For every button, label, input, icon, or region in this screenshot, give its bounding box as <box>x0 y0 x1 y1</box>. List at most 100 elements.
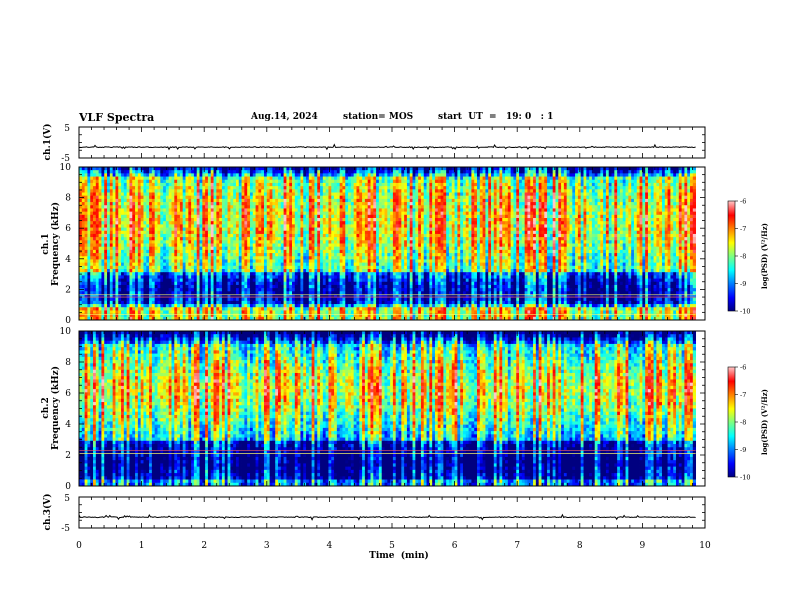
spec-cell <box>572 230 576 235</box>
spec-cell <box>575 170 579 174</box>
spec-cell <box>401 227 405 232</box>
spec-cell <box>303 192 307 197</box>
spec-cell <box>485 205 489 209</box>
spec-cell <box>196 214 200 219</box>
spec-cell <box>168 167 172 171</box>
spec-cell <box>216 186 220 190</box>
spec-cell <box>583 224 587 228</box>
spec-cell <box>418 205 422 209</box>
spec-cell <box>367 176 371 181</box>
spec-cell <box>505 189 509 193</box>
spec-cell <box>580 221 584 225</box>
spec-cell <box>263 214 268 219</box>
spec-cell <box>687 179 691 184</box>
spec-cell <box>163 195 167 200</box>
spec-cell <box>146 192 150 197</box>
spec-cell <box>252 170 256 174</box>
spec-cell <box>541 227 545 232</box>
spec-cell <box>146 167 150 171</box>
spec-cell <box>261 195 265 200</box>
spec-cell <box>673 233 677 238</box>
spec-cell <box>177 205 181 209</box>
spec-cell <box>572 179 576 184</box>
spec-cell <box>513 179 517 184</box>
spec-cell <box>650 205 654 209</box>
spec-cell <box>524 192 528 197</box>
spec-cell <box>376 176 380 181</box>
spec-cell <box>202 198 206 203</box>
spec-cell <box>454 182 458 187</box>
spec-cell <box>647 211 652 216</box>
spec-cell <box>292 182 296 187</box>
spec-cell <box>692 224 697 228</box>
spec-cell <box>210 227 214 232</box>
spec-cell <box>474 214 478 219</box>
spec-cell <box>311 189 315 193</box>
spec-cell <box>502 167 506 171</box>
spec-cell <box>308 195 313 200</box>
spec-cell <box>98 195 102 200</box>
spec-cell <box>541 202 545 206</box>
spec-cell <box>87 195 91 200</box>
spec-cell <box>507 195 512 200</box>
spec-cell <box>308 189 313 193</box>
spec-cell <box>241 214 245 219</box>
spec-cell <box>485 182 489 187</box>
spec-cell <box>647 221 652 225</box>
spec-cell <box>549 170 554 174</box>
spec-cell <box>160 173 164 177</box>
spec-cell <box>87 233 91 238</box>
spec-cell <box>437 202 441 206</box>
spec-cell <box>642 192 646 197</box>
spec-cell <box>575 221 579 225</box>
spec-cell <box>98 198 102 203</box>
spec-cell <box>205 205 209 209</box>
spec-cell <box>370 208 374 213</box>
spec-cell <box>496 176 500 181</box>
spec-cell <box>462 198 467 203</box>
spec-cell <box>608 202 612 206</box>
spec-cell <box>292 230 296 235</box>
spec-cell <box>165 214 170 219</box>
spec-cell <box>350 179 355 184</box>
spec-cell <box>499 202 503 206</box>
spec-cell <box>101 221 105 225</box>
spec-cell <box>468 224 472 228</box>
spec-cell <box>149 176 153 181</box>
spec-cell <box>493 173 498 177</box>
spec-cell <box>502 192 506 197</box>
spec-cell <box>272 186 276 190</box>
spec-cell <box>306 205 310 209</box>
spec-cell <box>328 192 332 197</box>
spec-cell <box>283 214 287 219</box>
spec-cell <box>502 186 506 190</box>
spec-cell <box>642 198 646 203</box>
spec-cell <box>617 227 621 232</box>
spec-cell <box>376 186 380 190</box>
spec-cell <box>328 227 332 232</box>
spec-cell <box>617 186 621 190</box>
spec-cell <box>544 192 548 197</box>
spec-cell <box>600 218 604 222</box>
spec-cell <box>577 192 582 197</box>
spec-cell <box>462 176 467 181</box>
spec-cell <box>597 167 601 171</box>
spec-cell <box>617 205 621 209</box>
spec-cell <box>454 218 458 222</box>
spec-cell <box>84 176 88 181</box>
spec-cell <box>558 224 562 228</box>
spec-cell <box>617 208 621 213</box>
spec-cell <box>121 186 125 190</box>
spec-cell <box>429 202 433 206</box>
spec-cell <box>491 192 495 197</box>
spec-cell <box>448 179 453 184</box>
spec-cell <box>207 218 212 222</box>
spec-cell <box>168 202 172 206</box>
spec-cell <box>325 202 329 206</box>
spec-cell <box>538 182 542 187</box>
spec-cell <box>320 179 324 184</box>
spec-cell <box>684 192 688 197</box>
spec-cell <box>188 173 192 177</box>
spec-cell <box>367 227 371 232</box>
spec-cell <box>255 173 259 177</box>
